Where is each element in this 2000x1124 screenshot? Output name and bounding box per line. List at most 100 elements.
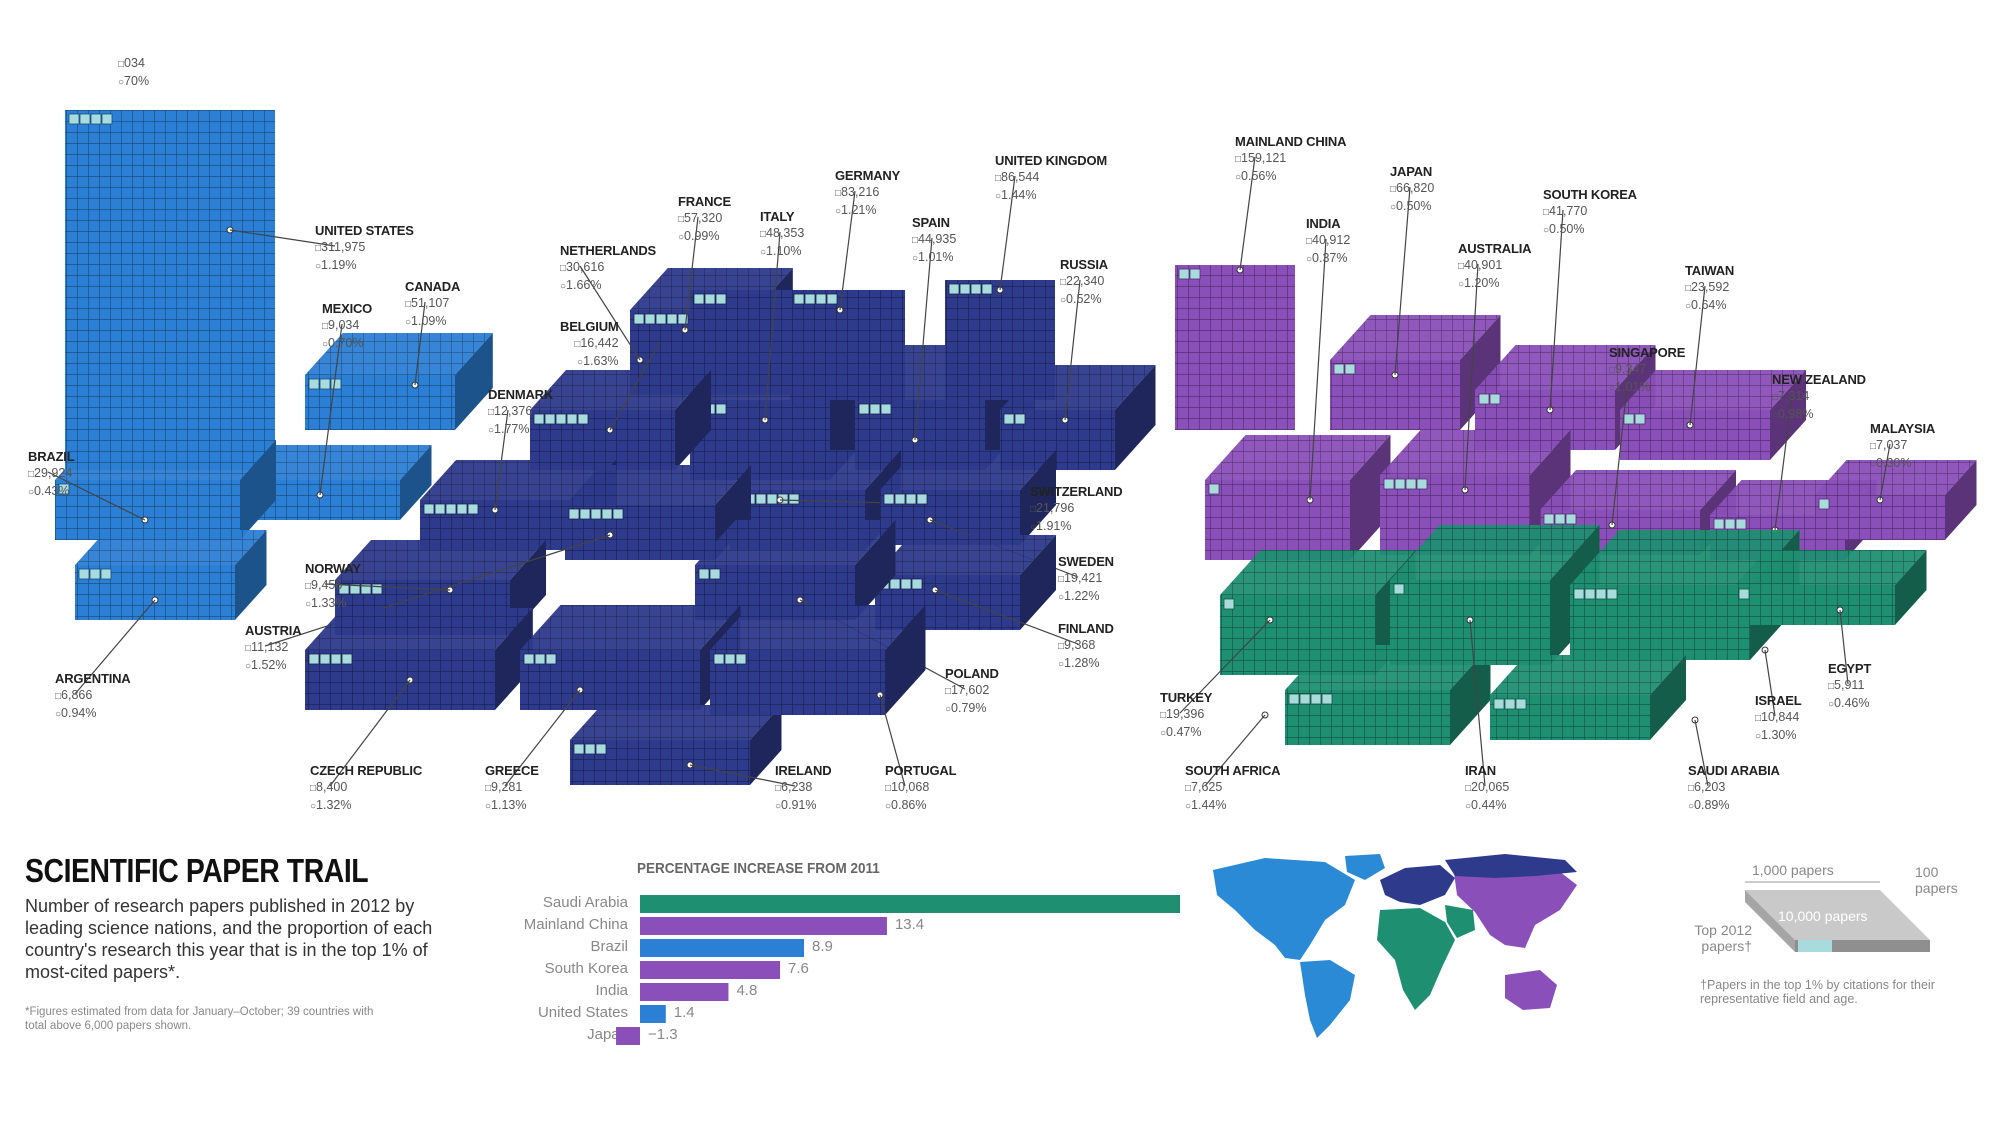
bar-category-label: India [595,982,628,999]
highlight-cell-egypt [1738,588,1750,600]
highlight-cell-czech-republic [341,653,353,665]
highlight-cell-germany [826,293,838,305]
country-name: JAPAN [1390,164,1433,179]
legend-hundred-text: 100 papers [1915,864,1958,896]
block-top-switzerland [730,450,901,490]
block-top-portugal [710,605,926,650]
label-poland: POLAND17,6020.79% [945,665,999,718]
top-percent: 1.01% [912,249,956,267]
block-top-saudi-arabia [1490,655,1686,695]
label-new-zealand: NEW ZEALAND7,3140.98% [1772,371,1866,424]
country-name: SWEDEN [1058,554,1114,569]
highlight-cell-germany [804,293,816,305]
label-brazil: BRAZIL29,9240.43% [28,448,75,501]
label-norway: NORWAY9,4561.33% [305,560,361,613]
top-percent: 0.52% [1060,291,1108,309]
top-percent: 0.46% [1828,695,1871,713]
label-portugal: PORTUGAL10,0680.86% [885,762,957,815]
block-mainland-china [1175,156,1295,430]
leader-line-turkey [1179,619,1271,714]
label-israel: ISRAEL10,8441.30% [1755,692,1802,745]
top-percent: 1.21% [835,202,900,220]
country-name: EGYPT [1828,661,1872,676]
country-name: MAINLAND CHINA [1235,134,1347,149]
highlight-cell-new-zealand [1713,518,1725,530]
block-side-india [1350,435,1391,560]
country-name: SOUTH KOREA [1543,187,1637,202]
paper-count: 9,281 [485,779,539,797]
highlight-cell-denmark [467,503,479,515]
paper-count: 8,400 [310,779,422,797]
country-name: INDIA [1306,216,1341,231]
bar [640,1005,666,1023]
bar [640,895,1180,913]
legend-block-icon [1745,881,1930,952]
block-top-poland [695,520,896,565]
highlight-cell-malaysia [1818,498,1830,510]
top-percent: 0.64% [1685,297,1734,315]
label-austria: AUSTRIA11,1321.52% [245,622,302,675]
paper-count: 29,924 [28,465,74,483]
highlight-cell-united-states [68,113,80,125]
block-top-israel [1570,530,1800,585]
highlight-cell-argentina [78,568,90,580]
country-name: SPAIN [912,215,950,230]
leader-line-iran [1469,619,1486,787]
paper-count: 86,544 [995,169,1107,187]
block-side-saudi-arabia [1650,655,1686,740]
label-japan: JAPAN66,8200.50% [1390,163,1434,216]
highlight-cell-south-africa [1321,693,1333,705]
block-side-canada [455,333,493,430]
highlight-cell-norway [360,583,372,595]
country-name: ARGENTINA [55,671,131,686]
label-germany: GERMANY83,2161.21% [835,167,900,220]
paper-count: 9,347 [1609,361,1685,379]
north-america-shape [1213,858,1355,960]
highlight-cell-russia [1014,413,1026,425]
block-top-japan [1330,315,1501,360]
highlight-cell-argentina [89,568,101,580]
block-side-south-africa [1450,645,1491,745]
highlight-cell-czech-republic [319,653,331,665]
highlight-cell-spain [869,403,881,415]
us-partial-value: 034 [118,55,149,73]
country-name: NORWAY [305,561,361,576]
country-name: RUSSIA [1060,257,1108,272]
country-name: CANADA [405,279,461,294]
highlight-cell-poland [709,568,721,580]
block-side-malaysia [1945,460,1977,540]
block-front-united-states [65,110,275,470]
country-name: UNITED STATES [315,223,414,238]
label-malaysia: MALAYSIA7,0370.30% [1870,420,1935,473]
block-saudi-arabia [1490,655,1709,787]
russia-shape [1445,854,1577,878]
label-belgium: BELGIUM16,4421.63% [560,318,619,371]
highlight-cell-united-states [90,113,102,125]
highlight-cell-poland [698,568,710,580]
bar [640,961,781,979]
highlight-cell-denmark [423,503,435,515]
highlight-cell-spain [880,403,892,415]
highlight-cell-japan [1344,363,1356,375]
highlight-cell-netherlands [677,313,689,325]
middle-east-shape [1445,905,1475,938]
block-side-sweden [1020,450,1056,545]
footnote: *Figures estimated from data for January… [25,1006,374,1032]
top-percent: 0.50% [1543,221,1637,239]
label-south-korea: SOUTH KOREA41,7700.50% [1543,186,1637,239]
bar-category-label: Brazil [590,938,628,955]
highlight-cell-united-states [101,113,113,125]
highlight-cell-portugal [735,653,747,665]
highlight-cell-austria [579,508,591,520]
block-top-belgium [530,370,711,410]
bar-category-label: Mainland China [524,916,629,933]
highlight-cell-czech-republic [330,653,342,665]
block-top-finland [875,535,1056,575]
block-austria [264,465,751,647]
highlight-cell-netherlands [644,313,656,325]
highlight-cell-united-kingdom [959,283,971,295]
top-percent: 0.94% [55,705,130,723]
highlight-cell-france [715,293,727,305]
country-name: POLAND [945,666,999,681]
